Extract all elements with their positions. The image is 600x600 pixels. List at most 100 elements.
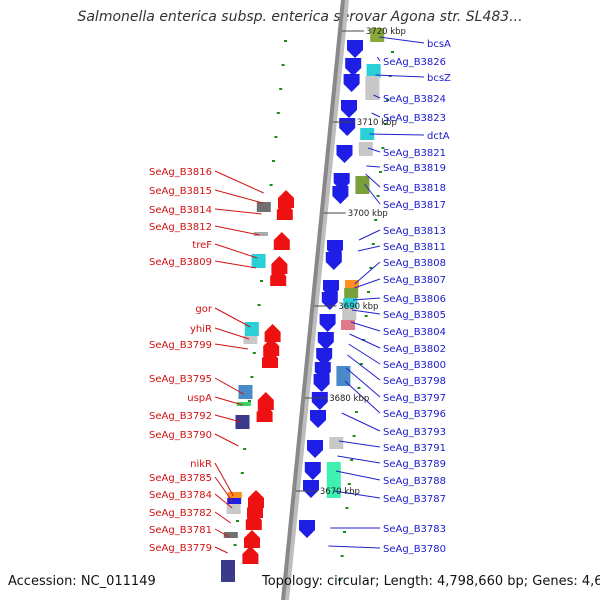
gene-label-left: treF [192,240,212,251]
gene-label-right: SeAg_B3818 [383,183,446,194]
forward-gene [311,392,328,410]
gene-box [329,437,344,449]
kbp-label: 3720 kbp [366,27,406,37]
gene-label-right: SeAg_B3813 [383,226,446,237]
gene-box [253,232,268,236]
gene-box [341,320,355,330]
tick-mark [260,280,263,282]
tick-mark [240,472,244,474]
leader-line [335,470,381,481]
gene-label-right: dctA [427,131,450,142]
leader-line [373,94,381,99]
tick-mark [252,352,256,354]
tick-mark [345,507,349,509]
gene-label-left: uspA [187,393,212,404]
leader-line [214,243,258,259]
gene-label-right: SeAg_B3826 [383,57,446,68]
tick-mark [279,88,283,90]
gene-label-left: SeAg_B3792 [149,411,212,422]
leader-line [365,173,381,188]
tick-mark [391,51,394,53]
leader-line [214,208,262,215]
leader-line [344,380,381,414]
gene-label-left: SeAg_B3795 [149,374,212,385]
leader-line [214,511,231,524]
gene-label-right: SeAg_B3783 [383,524,446,535]
tick-mark [347,483,351,485]
leader-line [214,260,257,269]
kbp-label: 3680 kbp [329,394,369,404]
leader-line [214,433,239,447]
gene-label-right: SeAg_B3824 [383,94,446,105]
forward-gene [310,410,326,428]
leader-line [366,165,381,168]
tick-mark [343,531,346,533]
tick-mark [371,243,375,245]
leader-line [368,147,381,153]
backbone-shadow [283,0,349,600]
gene-label-left: SeAg_B3784 [149,490,212,501]
gene-label-left: SeAg_B3782 [149,508,212,519]
gene-label-right: SeAg_B3821 [383,148,446,159]
gene-box [342,308,357,320]
forward-gene [339,118,356,136]
leader-line [214,528,230,538]
tick-mark [338,579,342,581]
tick-mark [355,411,358,413]
gene-label-right: SeAg_B3811 [383,242,446,253]
leader-line [348,343,381,365]
leader-line [214,170,264,194]
leader-line [214,343,249,350]
kbp-label: 3710 kbp [357,118,397,128]
gene-box [227,492,242,498]
gene-box [223,532,238,538]
reverse-gene [256,404,273,422]
forward-gene [325,252,342,270]
leader-line [375,74,425,78]
kbp-label: 3670 kbp [320,487,360,497]
gene-label-right: SeAg_B3798 [383,376,446,387]
reverse-gene [262,350,278,368]
gene-label-left: SeAg_B3809 [149,257,212,268]
gene-label-right: SeAg_B3805 [383,310,446,321]
gene-box [366,64,381,78]
leader-line [350,321,381,332]
forward-gene [307,440,323,458]
reverse-gene [244,530,260,548]
leader-line [333,490,381,499]
gene-label-right: bcsA [427,39,451,50]
forward-gene [336,145,353,163]
forward-gene [299,520,315,538]
gene-box [251,254,266,268]
reverse-gene [271,256,288,274]
leader-line [214,189,263,204]
genome-title: Salmonella enterica subsp. enterica sero… [77,9,523,25]
gene-label-left: SeAg_B3816 [149,167,212,178]
tick-mark [369,267,373,269]
reverse-gene [257,392,274,410]
tick-mark [250,376,254,378]
tick-mark [272,160,275,162]
tick-mark [352,435,356,437]
gene-box [344,288,359,298]
gene-label-left: SeAg_B3799 [149,340,212,351]
tick-mark [376,195,380,197]
tick-mark [383,123,387,125]
tick-mark [284,40,287,42]
reverse-gene [270,268,287,286]
accession-label: Accession: NC_011149 [8,574,156,589]
leader-line [351,309,381,315]
leader-line [354,278,381,289]
gene-label-left: SeAg_B3812 [149,222,212,233]
forward-gene [341,100,357,118]
reverse-gene [245,512,262,530]
forward-gene [319,314,336,332]
tick-mark [364,315,368,317]
gene-label-left: gor [195,304,212,315]
gene-box [370,28,385,42]
gene-label-left: SeAg_B3790 [149,430,212,441]
leader-line [376,56,381,62]
gene-box [360,128,375,140]
reverse-gene [278,190,294,208]
